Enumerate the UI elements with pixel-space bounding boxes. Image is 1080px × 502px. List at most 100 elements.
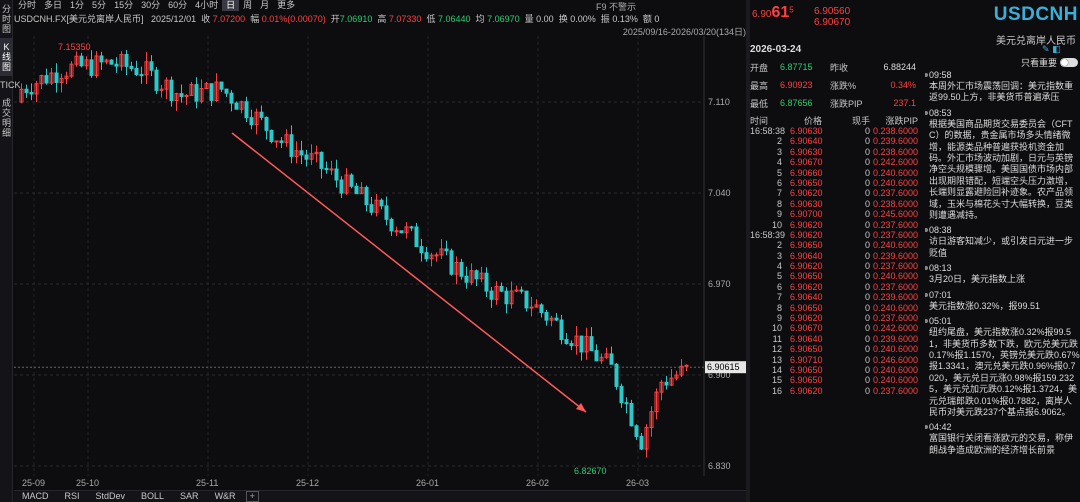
candle-body: [614, 363, 619, 387]
candle-body: [429, 254, 434, 260]
candle-body: [539, 304, 544, 313]
turnover-value: 0.00%: [570, 14, 596, 24]
x-axis-label: 26-02: [526, 478, 549, 488]
candle-body: [369, 204, 374, 213]
news-item[interactable]: 08:53 根据美国商品期货交易委员会（CFTC）的数据，贵金属市场多头情绪微增，…: [925, 108, 1080, 222]
tick-pip: 0.245.6000: [872, 209, 918, 220]
tick-pip: 0.237.6000: [872, 385, 918, 396]
tick-pip: 0.239.6000: [872, 136, 918, 147]
tick-time: 16:58:39: [750, 229, 786, 240]
price-header: 6.90615 6.90560 6.90670 F9 不警示 USDCNH 美元…: [596, 0, 1080, 47]
indicator-tabs: MACD RSI StdDev BOLL SAR W&R +: [14, 490, 746, 502]
y-tick-label: 6.900: [708, 370, 731, 380]
indicator-tab[interactable]: BOLL: [141, 491, 165, 501]
period-tab[interactable]: 60分: [168, 0, 188, 10]
rail-item-kline[interactable]: K线图: [0, 38, 13, 76]
tick-pip: 0.237.6000: [872, 188, 918, 199]
tick-price: 6.90670: [790, 323, 823, 334]
tick-vol: 0: [864, 323, 870, 334]
rail-item-trade-detail[interactable]: 成交明细: [1, 98, 11, 138]
stat-value: 6.90923: [780, 80, 813, 90]
tick-price: 6.90630: [790, 198, 823, 209]
tick-price: 6.90650: [790, 344, 823, 355]
candle-body: [644, 426, 649, 450]
indicator-tab[interactable]: StdDev: [95, 491, 126, 501]
candle-body: [69, 63, 74, 77]
candle-body: [149, 61, 154, 71]
period-tab[interactable]: 4小时: [195, 0, 219, 10]
news-item[interactable]: 09:58 本周外汇市场震荡回调：美元指数重返99.50上方，非美货币普遍承压: [925, 70, 1080, 104]
candle-body: [454, 262, 459, 275]
tick-vol: 0: [864, 229, 870, 240]
indicator-tab[interactable]: RSI: [64, 491, 80, 501]
period-tab[interactable]: 分时: [18, 0, 37, 10]
tick-vol: 0: [864, 146, 870, 157]
candle-body: [544, 311, 549, 321]
period-tab[interactable]: 月: [260, 0, 270, 10]
indicator-tab[interactable]: SAR: [180, 491, 199, 501]
edit-icon[interactable]: ✎: [1042, 44, 1050, 54]
candle-body: [609, 353, 614, 365]
tick-row: 10 6.90670 0 0.242.6000: [750, 323, 918, 333]
period-tab[interactable]: 5分: [92, 0, 107, 10]
indicator-tab[interactable]: MACD: [22, 491, 49, 501]
news-item[interactable]: 05:01 纽约尾盘，美元指数涨0.32%报99.51，非美货币多数下跌，欧元兑美…: [925, 316, 1080, 418]
news-item[interactable]: 04:42 富国银行关闭看涨欧元的交易，称伊朗战争造成欧洲的经济增长前景: [925, 422, 1080, 456]
news-filter[interactable]: 只看重要: [1021, 56, 1078, 69]
news-filter-label: 只看重要: [1020, 58, 1057, 68]
news-text: 本周外汇市场震荡回调：美元指数重返99.50上方，非美货币普遍承压: [929, 81, 1074, 103]
stat-value-2: 237.1: [893, 98, 916, 108]
y-tick-label: 7.110: [708, 97, 730, 107]
candle-body: [19, 88, 24, 103]
period-tab[interactable]: 多日: [44, 0, 63, 10]
candle-body: [669, 377, 674, 386]
news-time: 05:01: [929, 316, 1080, 327]
candle-body: [269, 129, 274, 142]
period-tab[interactable]: 30分: [141, 0, 161, 10]
candle-body: [419, 246, 424, 254]
candle-body: [599, 356, 604, 362]
rail-item-tick[interactable]: TICK: [0, 80, 21, 90]
tick-time: 14: [771, 364, 782, 375]
tick-row: 3 6.90640 0 0.239.6000: [750, 251, 918, 261]
period-tab[interactable]: 周: [243, 0, 253, 10]
vol-value: 0.00: [536, 14, 554, 24]
news-time: 07:01: [929, 290, 1080, 301]
news-item[interactable]: 08:38 访日游客知减少，或引发日元进一步贬值: [925, 225, 1080, 259]
candle-body: [654, 391, 659, 413]
news-text: 美元指数涨0.32%，报99.51: [929, 300, 1041, 311]
tick-time: 12: [771, 344, 782, 355]
tick-pip: 0.238.6000: [872, 126, 918, 136]
period-tab[interactable]: 1分: [70, 0, 85, 10]
panel-divider[interactable]: [746, 0, 750, 502]
stat-row: 开盘 6.87715 昨收 6.88244: [750, 58, 918, 76]
close-label: 收: [201, 14, 211, 24]
tick-price: 6.90650: [790, 375, 823, 386]
candle-body: [309, 153, 314, 160]
y-tick-label: 6.830: [708, 461, 731, 471]
settings-icon[interactable]: ◧: [1052, 44, 1061, 54]
f9-hint[interactable]: F9 不警示: [596, 0, 636, 13]
period-tab[interactable]: 15分: [114, 0, 134, 10]
rail-item-timeshare[interactable]: 分时图: [1, 4, 11, 34]
add-indicator-icon[interactable]: +: [245, 491, 259, 502]
candle-body: [239, 101, 244, 110]
period-tab[interactable]: 更多: [277, 0, 296, 10]
period-tab[interactable]: 日: [222, 0, 240, 11]
candle-body: [39, 75, 44, 85]
tick-row: 16:58:38 6.90630 0 0.238.6000: [750, 126, 918, 136]
indicator-tab[interactable]: W&R: [214, 491, 236, 501]
news-item[interactable]: 07:01 美元指数涨0.32%，报99.51: [925, 290, 1080, 312]
tick-price: 6.90640: [790, 250, 823, 261]
news-item[interactable]: 08:13 3月20日，美元指数上涨: [925, 263, 1080, 285]
tick-time: 13: [771, 354, 782, 365]
kline-svg[interactable]: 7.110 7.040 6.970 6.900 6.830 25-09 25-10 25-11…: [14, 36, 746, 488]
candle-body: [534, 304, 539, 308]
stat-row: 最低 6.87656 涨跌PIP 237.1: [750, 94, 918, 112]
candle-body: [524, 290, 529, 309]
kline-chart[interactable]: 7.110 7.040 6.970 6.900 6.830 25-09 25-10 25-11…: [14, 36, 746, 488]
tick-row: 14 6.90650 0 0.240.6000: [750, 365, 918, 375]
tick-price: 6.90670: [790, 157, 823, 168]
important-only-toggle[interactable]: [1060, 58, 1078, 67]
last-price-tag-label: 6.90615: [707, 362, 740, 372]
